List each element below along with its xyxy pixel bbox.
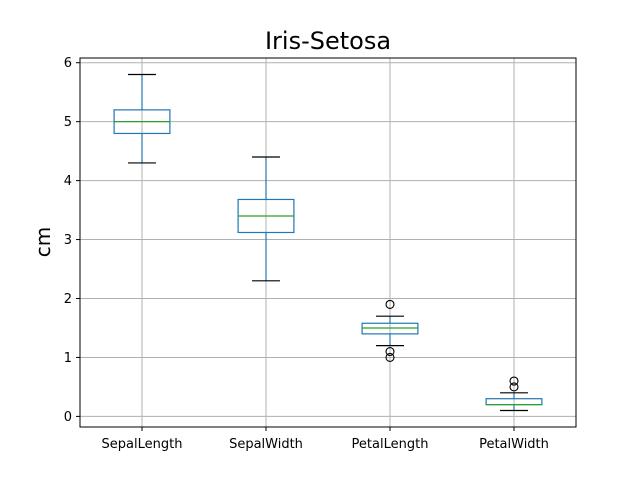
y-tick-label: 0 <box>64 410 72 425</box>
outlier-point <box>509 376 519 386</box>
y-tick-label: 1 <box>64 351 72 366</box>
box-PetalLength <box>361 299 419 362</box>
outlier-point <box>509 382 519 392</box>
y-tick-label: 4 <box>64 174 72 189</box>
outlier-point <box>385 299 395 309</box>
y-tick-label: 2 <box>64 292 72 307</box>
box-SepalLength <box>113 73 171 164</box>
box-PetalWidth <box>485 376 543 412</box>
outlier-point <box>385 346 395 357</box>
grid-layer <box>80 58 576 427</box>
chart-title: Iris-Setosa <box>265 27 391 55</box>
outlier-point <box>385 352 395 362</box>
x-tick-label: SepalLength <box>102 437 183 452</box>
y-tick-label: 6 <box>64 56 72 71</box>
box-layer <box>113 73 543 412</box>
y-tick-label: 3 <box>64 233 72 248</box>
plot-area-frame <box>79 57 577 428</box>
x-tick-label: PetalWidth <box>479 437 549 452</box>
x-tick-label: PetalLength <box>352 437 429 452</box>
y-axis-label: cm <box>31 227 55 257</box>
x-tick-label: SepalWidth <box>229 437 303 452</box>
y-tick-label: 5 <box>64 115 72 130</box>
tick-layer: 0 1 2 3 4 5 6 SepalLength SepalWidth PetalLength P… <box>64 56 549 452</box>
box-SepalWidth <box>237 156 295 282</box>
